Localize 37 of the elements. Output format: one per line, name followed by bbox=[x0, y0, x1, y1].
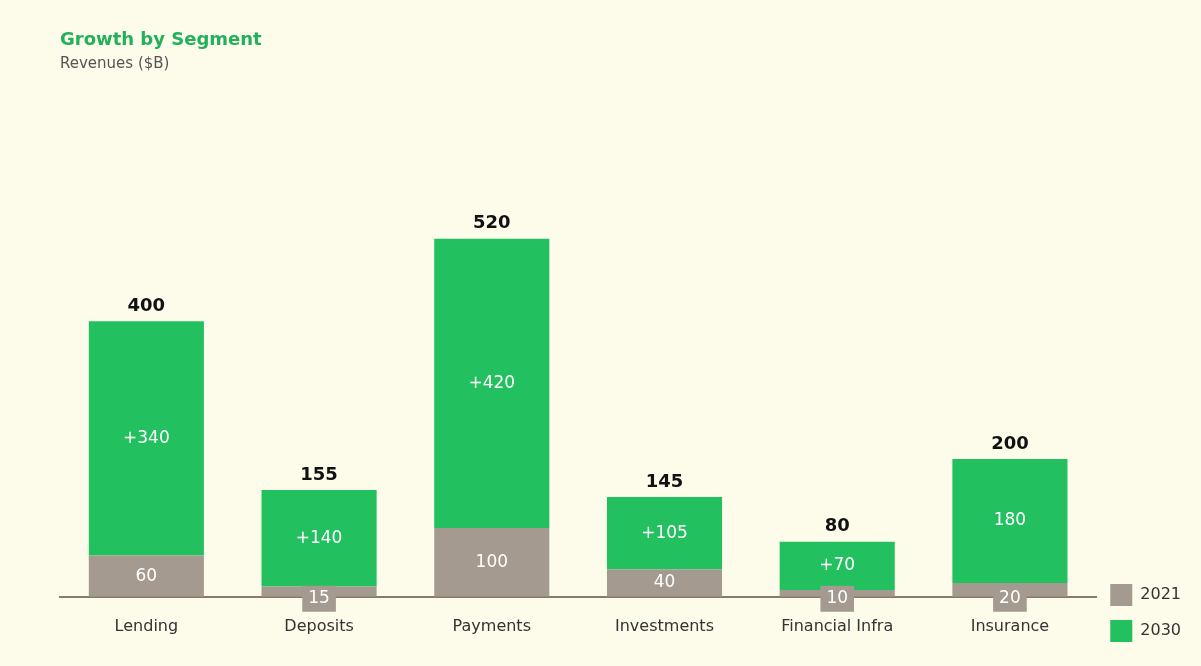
total-label: 145 bbox=[645, 469, 684, 491]
x-tick-label: Deposits bbox=[284, 615, 354, 635]
bar bbox=[606, 569, 723, 597]
bar bbox=[434, 527, 550, 597]
total-label: 155 bbox=[300, 462, 338, 484]
data-label: 180 bbox=[993, 509, 1027, 530]
x-tick-label: Insurance bbox=[970, 615, 1050, 635]
total-label: 400 bbox=[127, 294, 166, 316]
legend-label: 2021 bbox=[1140, 584, 1181, 604]
bar bbox=[779, 541, 895, 590]
data-label: 100 bbox=[475, 550, 509, 571]
data-label: +140 bbox=[295, 526, 343, 547]
x-tick-label: Financial Infra bbox=[781, 615, 894, 635]
legend-label: 2030 bbox=[1140, 620, 1181, 640]
data-label: +70 bbox=[819, 554, 856, 575]
data-label: 15 bbox=[308, 587, 330, 608]
data-label: 40 bbox=[653, 571, 676, 592]
data-label: 10 bbox=[826, 587, 849, 608]
x-tick-label: Investments bbox=[615, 615, 714, 635]
bar bbox=[606, 496, 723, 570]
x-tick-label: Payments bbox=[452, 615, 531, 635]
data-label: +105 bbox=[641, 521, 688, 542]
data-label: +420 bbox=[468, 371, 516, 392]
data-label: 20 bbox=[999, 587, 1021, 608]
data-label: +340 bbox=[123, 426, 170, 447]
total-label: 520 bbox=[472, 211, 511, 233]
bar bbox=[434, 238, 550, 528]
chart-subtitle: Revenues ($B) bbox=[60, 54, 170, 73]
bar bbox=[952, 459, 1068, 584]
data-label: 60 bbox=[135, 564, 158, 585]
chart-title: Growth by Segment bbox=[60, 28, 263, 50]
bar bbox=[261, 490, 377, 587]
total-label: 80 bbox=[824, 514, 850, 536]
bar bbox=[88, 555, 204, 597]
bar bbox=[88, 321, 204, 556]
total-label: 200 bbox=[991, 431, 1029, 453]
x-tick-label: Lending bbox=[114, 615, 179, 635]
